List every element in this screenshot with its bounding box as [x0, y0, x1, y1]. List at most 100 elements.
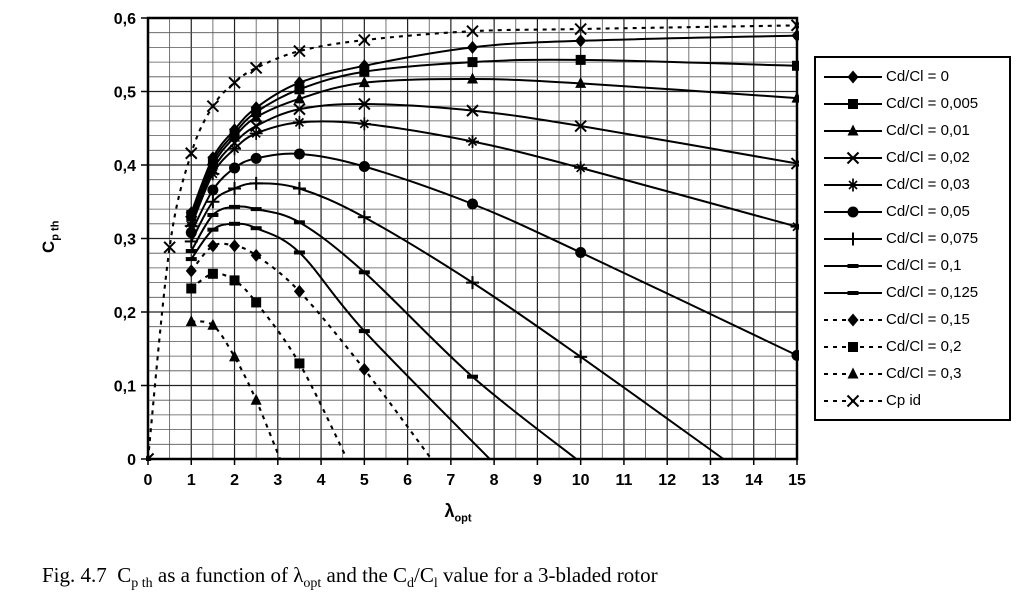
plus-marker-icon — [846, 232, 860, 245]
x-tick-label: 0 — [144, 472, 153, 489]
caption-text: value for a 3-bladed rotor — [437, 563, 658, 587]
x-axis-label: λopt — [408, 501, 508, 525]
x-axis-label-main: λ — [444, 501, 455, 521]
figure-caption: Fig. 4.7 Cp th as a function of λopt and… — [42, 563, 658, 592]
x-tick-label: 12 — [658, 472, 676, 489]
caption-subscript: l — [433, 576, 438, 592]
y-axis-label-main: C — [39, 240, 58, 253]
x-tick-label: 15 — [788, 472, 806, 489]
legend-item-label: Cd/Cl = 0,02 — [886, 149, 970, 166]
legend-item: Cd/Cl = 0,02 — [822, 149, 1005, 167]
legend-item-label: Cd/Cl = 0,05 — [886, 203, 970, 220]
legend-line-sample — [824, 124, 882, 135]
curve-cd-cl-0-1 — [190, 205, 577, 460]
legend-item: Cd/Cl = 0,1 — [822, 257, 1005, 275]
legend-item: Cd/Cl = 0,005 — [822, 95, 1005, 113]
legend-item-label: Cd/Cl = 0,3 — [886, 365, 962, 382]
x-tick-label: 9 — [533, 472, 542, 489]
chart-grid — [148, 18, 797, 459]
x-tick-label: 4 — [317, 472, 326, 489]
legend-item: Cp id — [822, 392, 1005, 410]
curve-cd-cl-0-2 — [190, 272, 348, 460]
legend-item: Cd/Cl = 0,2 — [822, 338, 1005, 356]
legend-line-sample — [824, 263, 882, 268]
legend-item-label: Cd/Cl = 0,03 — [886, 176, 970, 193]
circle-marker-icon — [847, 206, 859, 217]
x-tick-label: 2 — [230, 472, 239, 489]
legend-item-label: Cd/Cl = 0,005 — [886, 95, 979, 112]
legend-item: Cd/Cl = 0,05 — [822, 203, 1005, 221]
legend-line-sample — [824, 178, 882, 191]
curve-cd-cl-0-03 — [190, 120, 798, 228]
legend-line-sample — [824, 70, 882, 83]
legend-line-sample — [824, 290, 882, 295]
legend-item-label: Cd/Cl = 0,15 — [886, 311, 970, 328]
legend-item-label: Cp id — [886, 392, 922, 409]
legend-line-sample — [824, 367, 882, 378]
x-tick-label: 6 — [403, 472, 412, 489]
legend-line-sample — [824, 151, 882, 164]
curve-cd-cl-0-02 — [190, 102, 798, 222]
x-tick-label: 13 — [702, 472, 720, 489]
curve-cd-cl-0-05 — [190, 152, 798, 357]
legend-item-label: Cd/Cl = 0,075 — [886, 230, 979, 247]
y-tick-label: 0,2 — [114, 305, 136, 322]
x-tick-label: 11 — [615, 472, 632, 489]
y-axis-label: Cp th — [39, 221, 129, 253]
x-tick-label: 14 — [745, 472, 763, 489]
legend-item-label: Cd/Cl = 0,1 — [886, 257, 962, 274]
legend-line-sample — [824, 394, 882, 407]
y-tick-label: 0,4 — [114, 158, 136, 175]
legend-item: Cd/Cl = 0,03 — [822, 176, 1005, 194]
caption-subscript: p th — [131, 576, 153, 592]
legend-item-label: Cd/Cl = 0,01 — [886, 122, 970, 139]
caption-subscript: opt — [303, 576, 322, 592]
x-tick-label: 3 — [273, 472, 282, 489]
legend-item-label: Cd/Cl = 0,2 — [886, 338, 962, 355]
y-tick-label: 0,6 — [114, 11, 136, 28]
legend-item: Cd/Cl = 0,125 — [822, 284, 1005, 302]
caption-text: /C — [414, 563, 434, 587]
triangle-marker-icon — [847, 124, 859, 135]
caption-text: Fig. 4.7 C — [42, 563, 132, 587]
square-marker-icon — [848, 341, 858, 352]
legend-item: Cd/Cl = 0,3 — [822, 365, 1005, 383]
axis-ticks: 0 1 2 3 4 5 6 7 8 9 10 11 12 13 14 1500,10,20,30,40,50,… — [114, 11, 806, 489]
x-marker-icon — [846, 394, 860, 407]
star-marker-icon — [846, 178, 860, 191]
legend-line-sample — [824, 313, 882, 326]
square-marker-icon — [848, 98, 858, 109]
markers-6 — [184, 176, 588, 364]
legend-item-label: Cd/Cl = 0,125 — [886, 284, 979, 301]
curve-cd-cl-0-15 — [190, 242, 433, 460]
chart-legend: Cd/Cl = 0 Cd/Cl = 0,005 Cd/Cl = 0,01 Cd/Cl … — [814, 56, 1011, 421]
curve-cp-id — [146, 24, 798, 460]
x-tick-label: 1 — [187, 472, 196, 489]
caption-text: λ — [293, 563, 304, 587]
legend-item: Cd/Cl = 0 — [822, 68, 1005, 86]
diamond-marker-icon — [847, 313, 859, 326]
legend-item: Cd/Cl = 0,075 — [822, 230, 1005, 248]
legend-line-sample — [824, 206, 882, 217]
legend-item-label: Cd/Cl = 0 — [886, 68, 949, 85]
markers-11 — [185, 315, 262, 405]
chart-curves — [146, 19, 799, 461]
y-tick-label: 0,5 — [114, 85, 136, 102]
markers-4 — [184, 115, 799, 234]
triangle-marker-icon — [847, 367, 859, 378]
diamond-marker-icon — [847, 70, 859, 83]
markers-9 — [185, 239, 370, 376]
caption-text: as a function of — [152, 563, 294, 587]
curve-cd-cl-0-01 — [190, 77, 798, 218]
x-tick-label: 8 — [490, 472, 499, 489]
y-axis-label-sub: p th — [49, 220, 62, 241]
y-tick-label: 0 — [127, 452, 136, 469]
caption-text: and the C — [321, 563, 408, 587]
cp-lambda-chart: 0 1 2 3 4 5 6 7 8 9 10 11 12 13 14 1500,10,20,30,40,50,… — [114, 11, 806, 489]
x-axis-label-sub: opt — [454, 512, 472, 525]
y-tick-label: 0,1 — [114, 379, 136, 396]
x-tick-label: 7 — [446, 472, 455, 489]
markers-5 — [185, 148, 799, 361]
curve-cd-cl-0-3 — [191, 320, 281, 460]
